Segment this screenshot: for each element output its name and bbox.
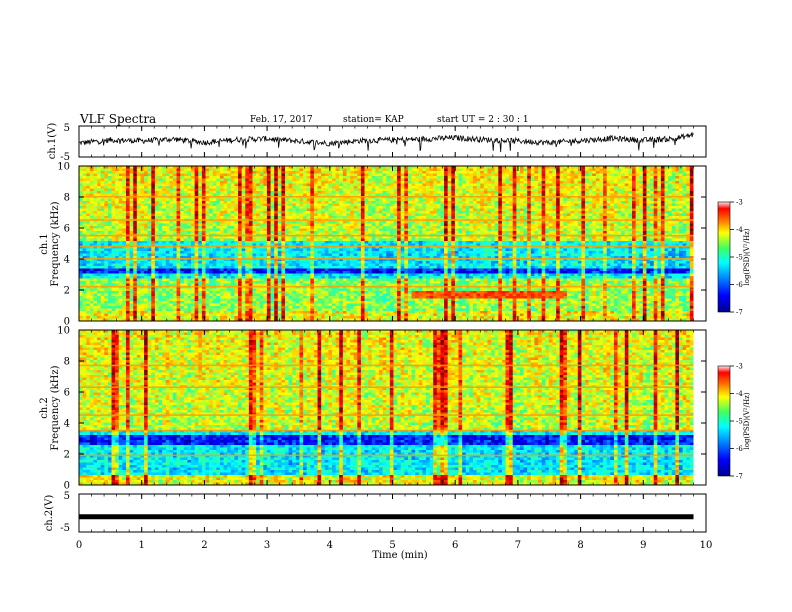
ch1-channel-label: ch.1 bbox=[39, 233, 50, 255]
time-tick-label: 2 bbox=[201, 540, 207, 551]
colorbar-tick-label: -6 bbox=[736, 281, 743, 289]
station-label: station= KAP bbox=[343, 115, 404, 125]
ch1-freq-ylabel: Frequency (kHz) bbox=[50, 201, 61, 286]
freq-tick-label: 4 bbox=[64, 255, 70, 266]
colorbar-tick-label: -3 bbox=[736, 363, 743, 371]
colorbar-tick-label: -5 bbox=[736, 254, 743, 262]
freq-tick-label: 8 bbox=[64, 193, 70, 204]
time-tick-label: 9 bbox=[640, 540, 646, 551]
ch1-ytick-top: 5 bbox=[64, 123, 70, 134]
ch2-ylabel: ch.2(V) bbox=[44, 495, 55, 532]
ch1-colorbar-label: log(PSD)(V²/Hz) bbox=[743, 228, 751, 285]
time-tick-label: 0 bbox=[76, 540, 82, 551]
ch2-ytick-bottom: -5 bbox=[60, 523, 70, 534]
colorbar-tick-label: -3 bbox=[736, 199, 743, 207]
freq-tick-label: 0 bbox=[64, 317, 70, 328]
time-tick-label: 1 bbox=[139, 540, 145, 551]
colorbar-tick-label: -4 bbox=[736, 390, 743, 398]
ch1-waveform-panel: 5 -5 ch.1(V) bbox=[47, 123, 707, 163]
time-tick-label: 10 bbox=[700, 540, 713, 551]
freq-tick-label: 2 bbox=[64, 450, 70, 461]
colorbar-tick-label: -5 bbox=[736, 418, 743, 426]
time-axis: 0 1 2 3 4 5 6 7 8 9 10 bbox=[76, 126, 713, 551]
ch2-channel-label: ch.2 bbox=[39, 397, 50, 419]
time-tick-label: 5 bbox=[389, 540, 395, 551]
freq-tick-label: 4 bbox=[64, 419, 70, 430]
ch2-colorbar-label: log(PSD)(V²/Hz) bbox=[743, 392, 751, 449]
colorbar-tick-label: -6 bbox=[736, 445, 743, 453]
freq-tick-label: 8 bbox=[64, 357, 70, 368]
time-tick-label: 3 bbox=[264, 540, 270, 551]
start-ut-label: start UT = 2 : 30 : 1 bbox=[437, 115, 529, 125]
freq-tick-label: 6 bbox=[64, 388, 70, 399]
time-axis-label: Time (min) bbox=[372, 550, 427, 561]
time-tick-label: 4 bbox=[327, 540, 333, 551]
ch2-waveform-panel: 5 -5 ch.2(V) bbox=[44, 491, 707, 534]
ch2-colorbar: -3 -4 -5 -6 -7 log(PSD)(V²/Hz) bbox=[717, 363, 751, 481]
ch2-freq-ylabel: Frequency (kHz) bbox=[50, 365, 61, 450]
time-tick-label: 8 bbox=[577, 540, 583, 551]
colorbar-tick-label: -4 bbox=[736, 226, 743, 234]
colorbar-tick-label: -7 bbox=[736, 473, 743, 481]
figure-title: VLF Spectra bbox=[79, 112, 156, 126]
ch2-spectrogram-panel: 0 2 4 6 8 10 ch.2 Frequency (kHz) bbox=[39, 326, 707, 492]
ch1-waveform-line bbox=[79, 131, 694, 153]
freq-tick-label: 10 bbox=[57, 326, 70, 337]
ch1-colorbar: -3 -4 -5 -6 -7 log(PSD)(V²/Hz) bbox=[717, 199, 751, 317]
freq-tick-label: 10 bbox=[57, 162, 70, 173]
ch1-spectrogram-panel: 0 2 4 6 8 10 ch.1 Frequency (kHz) bbox=[39, 162, 707, 328]
freq-tick-label: 0 bbox=[64, 481, 70, 492]
date-label: Feb. 17, 2017 bbox=[250, 115, 313, 125]
colorbar-tick-label: -7 bbox=[736, 309, 743, 317]
ch1-ytick-bottom: -5 bbox=[60, 152, 70, 163]
ch1-ylabel: ch.1(V) bbox=[47, 123, 58, 160]
ch2-ytick-top: 5 bbox=[64, 491, 70, 502]
ch2-spectrogram-image bbox=[79, 330, 706, 486]
freq-tick-label: 2 bbox=[64, 286, 70, 297]
time-tick-label: 6 bbox=[452, 540, 458, 551]
ch1-spectrogram-image bbox=[79, 166, 706, 322]
time-tick-label: 7 bbox=[515, 540, 521, 551]
freq-tick-label: 6 bbox=[64, 224, 70, 235]
